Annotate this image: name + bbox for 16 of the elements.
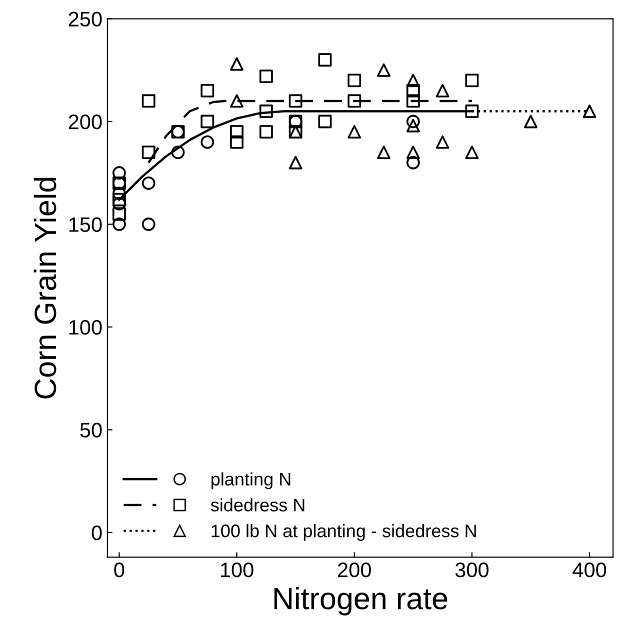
x-tick-label: 0 [114, 562, 124, 578]
x-tick-label: 300 [455, 562, 489, 578]
legend-label: sidedress N [210, 498, 304, 512]
y-tick-label: 50 [80, 422, 102, 438]
y-axis-title: Corn Grain Yield [34, 178, 56, 398]
y-tick-label: 200 [68, 114, 102, 130]
legend-label: planting N [212, 472, 290, 490]
x-tick-label: 400 [572, 562, 606, 578]
x-tick-label: 200 [338, 562, 371, 578]
x-axis-title: Nitrogen rate [274, 586, 448, 616]
x-tick-label: 100 [220, 562, 254, 578]
legend-label: 100 lb N at planting - sidedress N [212, 524, 476, 541]
y-tick-label: 100 [69, 320, 102, 335]
y-tick-label: 0 [92, 525, 102, 540]
y-tick-label: 250 [68, 12, 102, 27]
y-tick-label: 150 [69, 217, 102, 232]
